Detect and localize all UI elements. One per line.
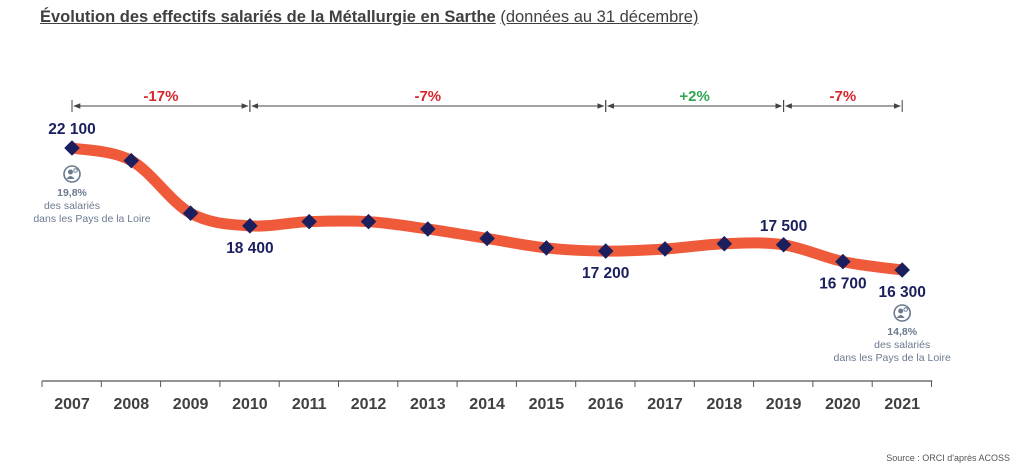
x-tick-label: 2020 [825,396,861,413]
people-icon [63,165,81,183]
x-tick-label: 2010 [232,396,268,413]
data-point [301,213,317,230]
data-point [64,140,80,156]
x-tick-label: 2019 [766,396,802,413]
people-icon [893,304,912,322]
chart-title: Évolution des effectifs salariés de la M… [40,8,698,27]
data-point [479,230,495,247]
x-tick-label: 2007 [54,396,90,413]
x-tick-label: 2014 [469,396,505,413]
data-label: 17 200 [582,265,629,282]
data-label: 16 700 [819,276,866,293]
source-note: Source : ORCI d'après ACOSS [886,453,1010,463]
x-tick-label: 2015 [529,396,565,413]
annotation-text: dans les Pays de la Loire [33,213,150,225]
x-tick-label: 2018 [707,396,743,413]
data-point [538,240,555,256]
x-tick-label: 2008 [114,396,150,413]
data-point [657,241,673,257]
x-tick-label: 2016 [588,396,624,413]
data-label: 17 500 [760,218,807,235]
x-tick-label: 2013 [410,396,446,413]
x-tick-label: 2011 [292,396,327,413]
data-label: 22 100 [48,121,95,138]
data-point [182,205,199,221]
data-point [775,236,792,253]
x-tick-label: 2012 [351,396,387,413]
data-point [242,218,258,234]
annotation-percent: 14,8% [887,326,917,338]
data-point [123,152,140,169]
annotation-percent: 19,8% [57,187,87,199]
x-tick-label: 2021 [884,396,920,413]
period-change-label: +2% [679,88,709,105]
period-change-label: -7% [414,88,441,105]
data-point [716,235,733,252]
data-label: 18 400 [226,240,273,257]
data-label: 16 300 [878,284,925,301]
series-line [66,142,908,276]
data-point [360,213,377,230]
chart-title-subtitle: (données au 31 décembre) [500,8,699,26]
period-change-label: -17% [143,88,178,105]
x-tick-label: 2017 [647,396,683,413]
annotation-text: des salariés [44,200,100,212]
data-point [420,221,436,237]
chart-title-main: Évolution des effectifs salariés de la M… [40,8,496,26]
data-point [597,243,614,259]
period-change-label: -7% [830,88,857,105]
annotation-text: des salariés [874,339,930,351]
annotation-text: dans les Pays de la Loire [834,352,951,364]
x-tick-label: 2009 [173,396,209,413]
